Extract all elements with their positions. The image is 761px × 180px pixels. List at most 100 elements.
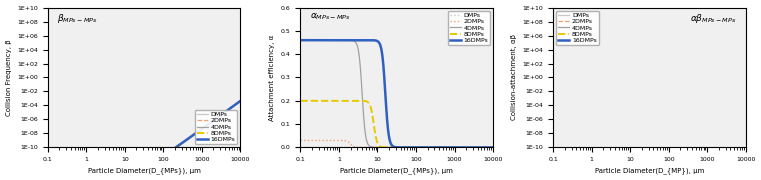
- Text: $\alpha\beta_{MPs-MPs}$: $\alpha\beta_{MPs-MPs}$: [689, 12, 736, 25]
- 4DMPs: [296, 39, 305, 41]
- DMPs: [384, 146, 393, 148]
- 4DMPs: [482, 146, 492, 148]
- 16DMPs: [53, 177, 62, 179]
- 4DMPs: [549, 160, 558, 163]
- Legend: DMPs, 2DMPs, 4DMPs, 8DMPs, 16DMPs: DMPs, 2DMPs, 4DMPs, 8DMPs, 16DMPs: [447, 11, 490, 45]
- X-axis label: Particle Diameter(D_{MP}), μm: Particle Diameter(D_{MP}), μm: [595, 168, 704, 174]
- 2DMPs: [549, 160, 558, 163]
- 16DMPs: [489, 146, 498, 148]
- 2DMPs: [736, 160, 745, 163]
- 2DMPs: [132, 174, 141, 176]
- DMPs: [741, 153, 750, 156]
- 2DMPs: [236, 100, 245, 102]
- 16DMPs: [306, 39, 315, 41]
- 8DMPs: [736, 160, 745, 163]
- DMPs: [549, 153, 558, 156]
- 2DMPs: [195, 130, 204, 132]
- 8DMPs: [390, 146, 399, 148]
- X-axis label: Particle Diameter(D_{MPs}), μm: Particle Diameter(D_{MPs}), μm: [88, 168, 200, 174]
- 8DMPs: [559, 160, 568, 163]
- 16DMPs: [231, 104, 240, 106]
- 4DMPs: [236, 100, 245, 102]
- 16DMPs: [236, 100, 245, 102]
- 4DMPs: [447, 146, 457, 148]
- Line: 8DMPs: 8DMPs: [301, 101, 493, 147]
- 4DMPs: [700, 160, 709, 163]
- DMPs: [736, 153, 745, 156]
- 16DMPs: [642, 160, 651, 163]
- Line: 16DMPs: 16DMPs: [301, 40, 493, 147]
- 2DMPs: [447, 146, 457, 148]
- Text: $\alpha_{MPs-MPs}$: $\alpha_{MPs-MPs}$: [310, 12, 351, 22]
- 8DMPs: [482, 146, 492, 148]
- 4DMPs: [137, 170, 146, 173]
- 4DMPs: [736, 160, 745, 163]
- 16DMPs: [559, 160, 568, 163]
- DMPs: [296, 146, 305, 148]
- DMPs: [390, 146, 399, 148]
- 2DMPs: [231, 104, 240, 106]
- DMPs: [195, 130, 204, 132]
- 2DMPs: [637, 160, 646, 163]
- 2DMPs: [137, 171, 146, 173]
- Y-axis label: Collision Frequency, β: Collision Frequency, β: [5, 39, 11, 116]
- 16DMPs: [700, 160, 709, 163]
- DMPs: [642, 153, 651, 156]
- DMPs: [637, 153, 646, 156]
- 2DMPs: [736, 160, 745, 163]
- 2DMPs: [642, 160, 651, 163]
- 2DMPs: [230, 104, 239, 106]
- 16DMPs: [483, 146, 492, 148]
- 4DMPs: [559, 160, 568, 163]
- 8DMPs: [195, 130, 204, 132]
- 16DMPs: [736, 160, 745, 163]
- Line: 2DMPs: 2DMPs: [301, 140, 493, 147]
- 16DMPs: [195, 129, 204, 132]
- 2DMPs: [700, 160, 709, 163]
- 2DMPs: [306, 139, 315, 141]
- 4DMPs: [195, 130, 204, 132]
- Text: $\beta_{MPs-MPs}$: $\beta_{MPs-MPs}$: [57, 12, 97, 25]
- Line: 8DMPs: 8DMPs: [48, 101, 240, 180]
- DMPs: [483, 146, 492, 148]
- 4DMPs: [483, 146, 492, 148]
- 16DMPs: [230, 104, 239, 106]
- 16DMPs: [43, 177, 53, 179]
- 8DMPs: [137, 170, 146, 172]
- 16DMPs: [137, 169, 146, 172]
- 2DMPs: [489, 146, 498, 148]
- Y-axis label: Collision-attachment, αβ: Collision-attachment, αβ: [511, 35, 517, 120]
- 4DMPs: [306, 39, 315, 41]
- Line: 2DMPs: 2DMPs: [48, 101, 240, 180]
- 8DMPs: [384, 146, 393, 148]
- 8DMPs: [483, 146, 492, 148]
- DMPs: [306, 146, 315, 148]
- 8DMPs: [447, 146, 457, 148]
- DMPs: [132, 175, 141, 177]
- 8DMPs: [489, 146, 498, 148]
- 4DMPs: [642, 160, 651, 163]
- Y-axis label: Attachment efficiency, α: Attachment efficiency, α: [269, 34, 275, 121]
- 2DMPs: [559, 160, 568, 163]
- DMPs: [482, 146, 492, 148]
- 16DMPs: [390, 146, 399, 148]
- 4DMPs: [390, 146, 399, 148]
- 16DMPs: [62, 177, 71, 179]
- Line: 16DMPs: 16DMPs: [48, 101, 240, 178]
- DMPs: [231, 104, 240, 106]
- 8DMPs: [736, 160, 745, 163]
- 16DMPs: [482, 146, 492, 148]
- DMPs: [230, 104, 239, 106]
- 16DMPs: [741, 160, 750, 163]
- 8DMPs: [549, 160, 558, 163]
- 8DMPs: [306, 100, 315, 102]
- 4DMPs: [637, 160, 646, 163]
- 8DMPs: [741, 160, 750, 163]
- 2DMPs: [296, 139, 305, 141]
- 4DMPs: [384, 146, 393, 148]
- 8DMPs: [296, 100, 305, 102]
- 8DMPs: [236, 100, 245, 102]
- Line: DMPs: DMPs: [48, 101, 240, 180]
- 16DMPs: [132, 173, 141, 175]
- 2DMPs: [741, 160, 750, 163]
